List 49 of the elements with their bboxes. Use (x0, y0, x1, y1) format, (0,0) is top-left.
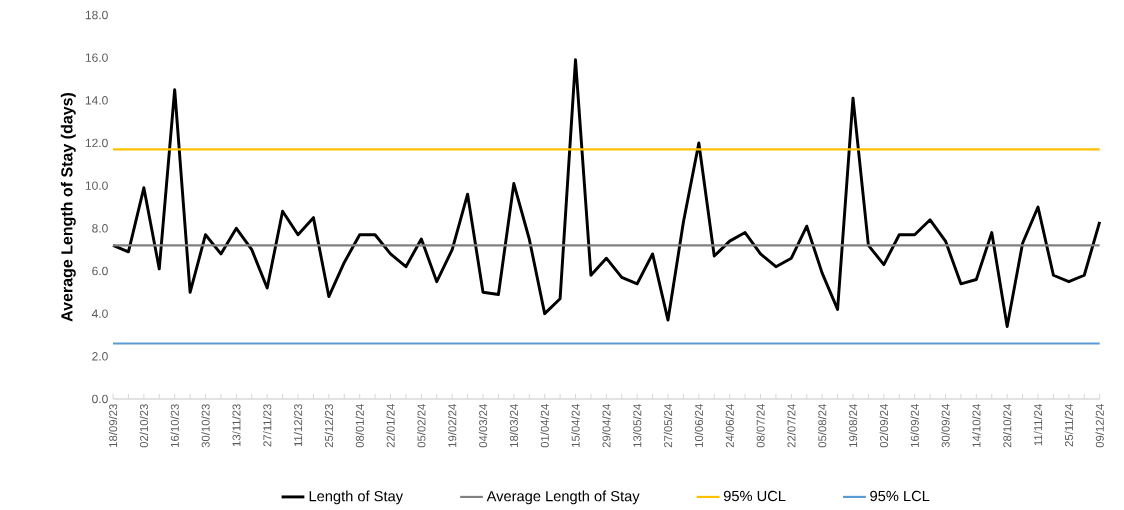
x-tick-label: 05/02/24 (417, 404, 426, 448)
x-tick-label: 08/01/24 (355, 404, 364, 448)
y-tick-label: 16.0 (85, 53, 108, 62)
x-tick-label: 18/03/24 (509, 404, 518, 447)
x-tick-label: 11/11/24 (1033, 404, 1043, 446)
legend-label: 95% UCL (723, 490, 786, 502)
x-tick-label: 27/05/24 (663, 404, 673, 448)
legend-label: Average Length of Stay (486, 490, 640, 505)
legend-label: 95% LCL (870, 490, 930, 502)
x-tick-label: 30/09/24 (941, 404, 950, 448)
x-tick-label: 16/10/23 (170, 404, 179, 447)
x-tick-label: 29/04/24 (602, 404, 611, 448)
y-tick-label: 14.0 (85, 96, 108, 105)
x-tick-label: 25/11/24 (1064, 404, 1073, 447)
y-axis-title: Average Length of Stay (days) (60, 92, 76, 322)
x-tick-label: 15/04/24 (571, 404, 580, 447)
x-tick-label: 13/05/24 (633, 404, 642, 447)
legend-label: Length of Stay (309, 490, 404, 505)
x-tick-label: 01/04/24 (540, 404, 549, 448)
x-tick-label: 18/09/23 (108, 404, 118, 447)
x-tick-label: 05/08/24 (818, 404, 827, 448)
x-tick-label: 19/02/24 (448, 404, 457, 447)
y-tick-label: 12.0 (85, 138, 108, 148)
y-tick-label: 2.0 (92, 352, 108, 361)
x-tick-label: 28/10/24 (1003, 404, 1012, 448)
x-tick-label: 19/08/24 (848, 404, 858, 447)
x-tick-label: 22/07/24 (787, 404, 796, 448)
line-series (111, 58, 1102, 328)
x-tick-label: 02/09/24 (879, 404, 888, 448)
x-tick-label: 04/03/24 (478, 404, 488, 448)
y-tick-label: 18.0 (85, 10, 108, 20)
x-tick-label: 11/12/23 (293, 404, 303, 447)
y-tick-label: 0.0 (92, 394, 108, 404)
y-tick-label: 8.0 (92, 224, 108, 233)
x-tick-label: 24/06/24 (725, 404, 734, 448)
x-tick-label: 13/11/23 (232, 404, 241, 447)
y-tick-label: 4.0 (91, 309, 108, 318)
x-tick-label: 08/07/24 (756, 404, 765, 448)
x-tick-label: 30/10/23 (201, 404, 210, 448)
x-tick-label: 25/12/23 (324, 404, 333, 448)
x-tick-label: 27/11/23 (263, 404, 272, 447)
y-tick-label: 10.0 (85, 181, 108, 190)
x-tick-label: 09/12/24 (1095, 404, 1104, 448)
x-tick-label: 14/10/24 (972, 404, 981, 447)
y-tick-label: 6.0 (92, 266, 108, 276)
x-tick-label: 22/01/24 (386, 404, 395, 448)
x-tick-label: 10/06/24 (694, 404, 703, 447)
x-tick-label: 02/10/23 (139, 404, 148, 448)
x-tick-label: 16/09/24 (910, 404, 919, 447)
